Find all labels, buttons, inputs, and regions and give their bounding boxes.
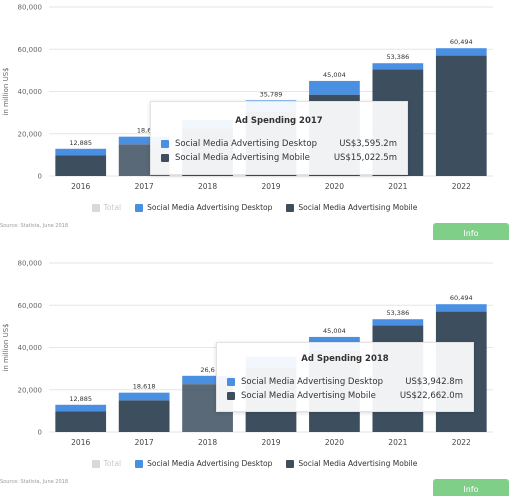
bar-desktop-2022 xyxy=(435,48,487,56)
legend-label: Total xyxy=(103,203,122,212)
data-label-2021: 53,386 xyxy=(386,53,409,61)
y-tick-label: 0 xyxy=(38,429,42,437)
data-label-2018: 26,6 xyxy=(200,366,214,374)
legend-item-desktop[interactable]: Social Media Advertising Desktop xyxy=(135,203,272,212)
x-tick-label: 2020 xyxy=(325,438,344,447)
data-label-2022: 60,494 xyxy=(450,38,473,46)
desktop-swatch xyxy=(227,378,235,386)
total-swatch xyxy=(91,203,100,212)
data-label-2020: 45,004 xyxy=(323,71,346,79)
bar-desktop-2017 xyxy=(118,136,170,145)
tooltip-value: US$3,942.8m xyxy=(405,377,463,387)
x-tick-label: 2018 xyxy=(198,438,217,447)
legend-item-mobile[interactable]: Social Media Advertising Mobile xyxy=(286,459,417,468)
legend-item-total[interactable]: Total xyxy=(91,459,122,468)
x-tick-label: 2022 xyxy=(452,182,471,191)
desktop-swatch xyxy=(135,203,144,212)
bar-desktop-2021 xyxy=(372,319,424,326)
y-tick-label: 20,000 xyxy=(18,386,43,394)
legend-label: Social Media Advertising Desktop xyxy=(147,203,273,212)
desktop-swatch xyxy=(135,459,144,468)
mobile-swatch xyxy=(286,203,295,212)
x-tick-label: 2019 xyxy=(261,438,280,447)
bar-desktop-2021 xyxy=(372,63,424,70)
bar-desktop-2018 xyxy=(182,375,233,385)
legend-label: Social Media Advertising Desktop xyxy=(147,459,273,468)
legend-item-mobile[interactable]: Social Media Advertising Mobile xyxy=(286,203,417,212)
y-tick-label: 80,000 xyxy=(18,260,43,268)
y-tick-label: 0 xyxy=(38,173,42,181)
bar-mobile-2022 xyxy=(435,55,487,176)
tooltip-value: US$3,595.2m xyxy=(339,139,397,149)
legend-label: Total xyxy=(103,459,122,468)
bar-mobile-2016 xyxy=(55,155,107,176)
y-axis-title: in million US$ xyxy=(2,323,10,371)
x-tick-label: 2016 xyxy=(71,182,90,191)
tooltip-row-desktop: Social Media Advertising Desktop US$3,59… xyxy=(161,139,397,149)
x-tick-label: 2021 xyxy=(388,182,407,191)
source-note: Source: Statista, June 2018 xyxy=(0,223,69,229)
tooltip-label: Social Media Advertising Desktop xyxy=(175,139,317,149)
bar-desktop-2022 xyxy=(435,304,487,312)
x-tick-label: 2017 xyxy=(135,438,154,447)
legend-item-desktop[interactable]: Social Media Advertising Desktop xyxy=(135,459,272,468)
x-tick-label: 2022 xyxy=(452,438,471,447)
legend: Total Social Media Advertising Desktop S… xyxy=(0,203,509,212)
tooltip: Ad Spending 2018 Social Media Advertisin… xyxy=(216,342,474,412)
source-note: Source: Statista, June 2018 xyxy=(0,479,69,485)
desktop-swatch xyxy=(161,140,169,148)
y-tick-label: 80,000 xyxy=(18,4,43,12)
x-tick-label: 2016 xyxy=(71,438,90,447)
data-label-2017: 18,6 xyxy=(137,127,151,135)
y-tick-label: 40,000 xyxy=(18,344,43,352)
bar-desktop-2017 xyxy=(118,392,170,401)
tooltip-row-desktop: Social Media Advertising Desktop US$3,94… xyxy=(227,377,463,387)
data-label-2016: 12,885 xyxy=(69,139,92,147)
tooltip-title: Ad Spending 2018 xyxy=(301,354,389,364)
data-label-2022: 60,494 xyxy=(450,294,473,302)
bar-desktop-2020 xyxy=(309,80,360,95)
x-tick-label: 2019 xyxy=(261,182,280,191)
bar-mobile-2016 xyxy=(55,411,107,432)
chart-panel-2017: 0 20,000 40,000 60,000 80,000 in million US$ 1… xyxy=(0,0,509,240)
legend-label: Social Media Advertising Mobile xyxy=(298,203,418,212)
data-label-2017: 18,618 xyxy=(133,383,156,391)
y-axis-title: in million US$ xyxy=(2,67,10,115)
tooltip-row-mobile: Social Media Advertising Mobile US$15,02… xyxy=(161,153,397,163)
tooltip-row-mobile: Social Media Advertising Mobile US$22,66… xyxy=(227,391,463,401)
x-tick-label: 2018 xyxy=(198,182,217,191)
tooltip-title: Ad Spending 2017 xyxy=(235,116,323,126)
x-tick-label: 2020 xyxy=(325,182,344,191)
bar-mobile-2017 xyxy=(118,400,170,432)
x-tick-label: 2021 xyxy=(388,438,407,447)
legend-item-total[interactable]: Total xyxy=(91,203,122,212)
tooltip: Ad Spending 2017 Social Media Advertisin… xyxy=(150,101,408,175)
data-label-2020: 45,004 xyxy=(323,327,346,335)
y-tick-label: 40,000 xyxy=(18,88,43,96)
y-tick-label: 60,000 xyxy=(18,46,43,54)
data-label-2021: 53,386 xyxy=(386,309,409,317)
legend: Total Social Media Advertising Desktop S… xyxy=(0,459,509,468)
total-swatch xyxy=(91,459,100,468)
info-button[interactable]: Info xyxy=(433,479,509,496)
y-tick-label: 20,000 xyxy=(18,130,43,138)
tooltip-label: Social Media Advertising Desktop xyxy=(241,377,383,387)
data-label-2016: 12,885 xyxy=(69,395,92,403)
bar-desktop-2016 xyxy=(55,404,107,412)
legend-label: Social Media Advertising Mobile xyxy=(298,459,418,468)
mobile-swatch xyxy=(161,154,169,162)
x-tick-label: 2017 xyxy=(135,182,154,191)
y-tick-label: 60,000 xyxy=(18,302,43,310)
tooltip-label: Social Media Advertising Mobile xyxy=(241,391,376,401)
tooltip-value: US$22,662.0m xyxy=(399,391,463,401)
data-label-2019: 35,789 xyxy=(260,90,283,98)
mobile-swatch xyxy=(227,392,235,400)
mobile-swatch xyxy=(286,459,295,468)
tooltip-label: Social Media Advertising Mobile xyxy=(175,153,310,163)
tooltip-value: US$15,022.5m xyxy=(333,153,397,163)
bar-desktop-2016 xyxy=(55,148,107,156)
info-button[interactable]: Info xyxy=(433,223,509,240)
chart-panel-2018: 0 20,000 40,000 60,000 80,000 in million US$ 1… xyxy=(0,256,509,496)
